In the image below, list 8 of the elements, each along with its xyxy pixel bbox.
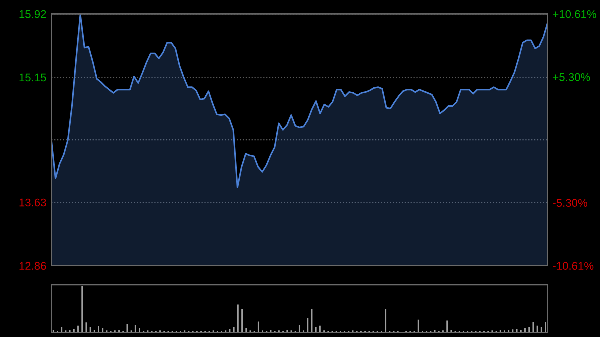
y-tick-label: 13.63 bbox=[20, 198, 46, 207]
y-tick-label: 15.15 bbox=[20, 74, 46, 82]
y2-tick-label: -5.30% bbox=[553, 199, 588, 208]
y2-tick-label: +10.61% bbox=[553, 10, 596, 18]
y-tick-label: 15.92 bbox=[20, 10, 46, 18]
y2-tick-label: -10.61% bbox=[553, 262, 594, 270]
y-tick-label: 12.86 bbox=[20, 262, 46, 270]
y2-tick-label: +5.30% bbox=[553, 73, 590, 82]
